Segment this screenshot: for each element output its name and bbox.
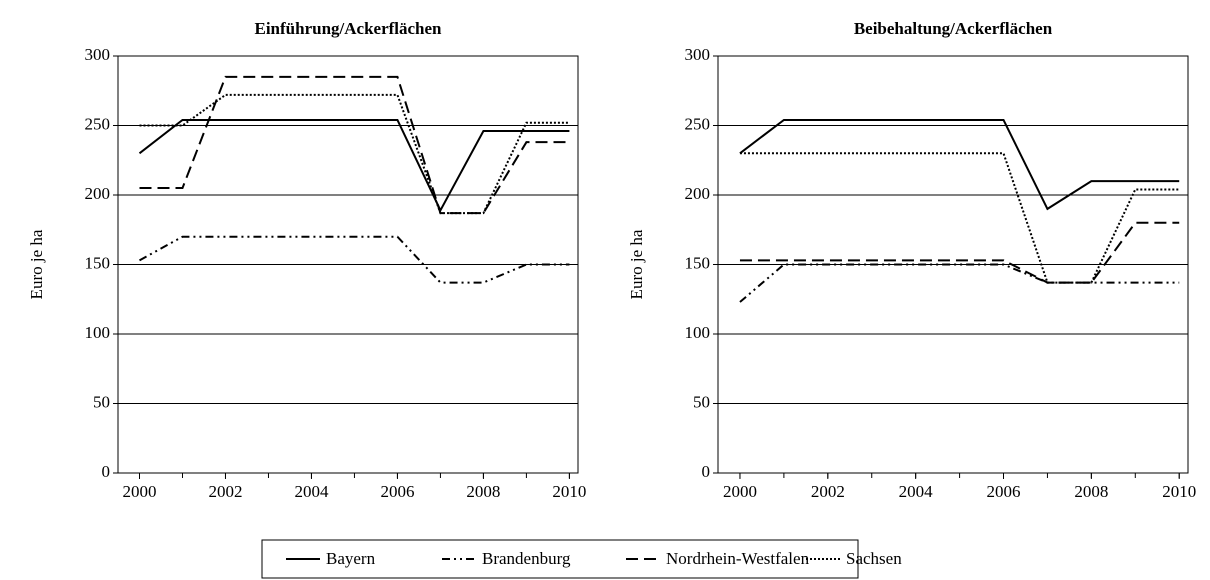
y-tick-label: 250 [685, 114, 711, 133]
series-line [739, 152, 1180, 284]
y-axis-label: Euro je ha [627, 229, 646, 299]
x-tick-label: 2004 [899, 482, 934, 501]
y-tick-label: 50 [693, 392, 710, 411]
legend-label: Nordrhein-Westfalen [666, 549, 810, 568]
series-line [139, 235, 570, 284]
series-line [138, 118, 570, 213]
y-tick-label: 100 [685, 323, 711, 342]
plot-frame [717, 55, 1189, 474]
series-line [739, 263, 1180, 303]
plot-frame [117, 55, 579, 474]
legend-label: Brandenburg [482, 549, 571, 568]
x-tick-label: 2006 [987, 482, 1021, 501]
series-line [139, 93, 570, 215]
x-tick-label: 2002 [208, 482, 242, 501]
y-tick-label: 150 [85, 253, 111, 272]
series-line [139, 75, 570, 215]
y-tick-label: 200 [685, 184, 711, 203]
legend-box [261, 539, 859, 579]
y-tick-label: 200 [85, 184, 111, 203]
y-axis-label: Euro je ha [27, 229, 46, 299]
y-tick-label: 300 [685, 45, 711, 64]
y-tick-label: 100 [85, 323, 111, 342]
y-tick-label: 300 [85, 45, 111, 64]
series-line [739, 221, 1180, 284]
y-tick-label: 0 [702, 462, 711, 481]
x-tick-label: 2000 [122, 482, 156, 501]
chart-title: Einführung/Ackerflächen [254, 19, 442, 38]
y-tick-label: 50 [93, 392, 110, 411]
y-tick-label: 250 [85, 114, 111, 133]
x-tick-label: 2000 [723, 482, 757, 501]
y-tick-label: 150 [685, 253, 711, 272]
x-tick-label: 2004 [294, 482, 329, 501]
x-tick-label: 2010 [552, 482, 586, 501]
x-tick-label: 2008 [1074, 482, 1108, 501]
x-tick-label: 2006 [380, 482, 414, 501]
legend-label: Bayern [326, 549, 376, 568]
x-tick-label: 2002 [811, 482, 845, 501]
series-line [739, 118, 1180, 211]
x-tick-label: 2008 [466, 482, 500, 501]
y-tick-label: 0 [102, 462, 111, 481]
x-tick-label: 2010 [1162, 482, 1196, 501]
legend-label: Sachsen [846, 549, 902, 568]
chart-title: Beibehaltung/Ackerflächen [854, 19, 1053, 38]
